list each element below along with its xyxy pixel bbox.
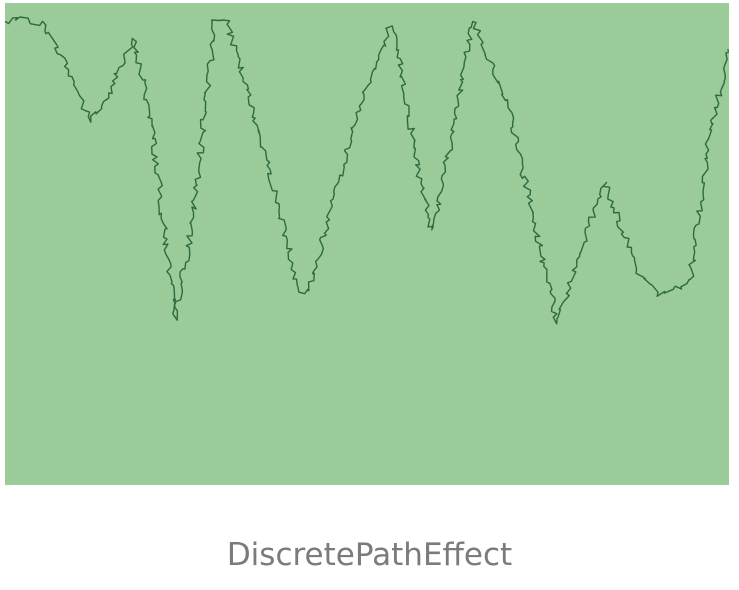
effect-caption: DiscretePathEffect [226,537,513,573]
discrete-path-svg [5,16,729,325]
discrete-path-canvas [5,3,729,485]
discrete-path-line [5,16,729,325]
